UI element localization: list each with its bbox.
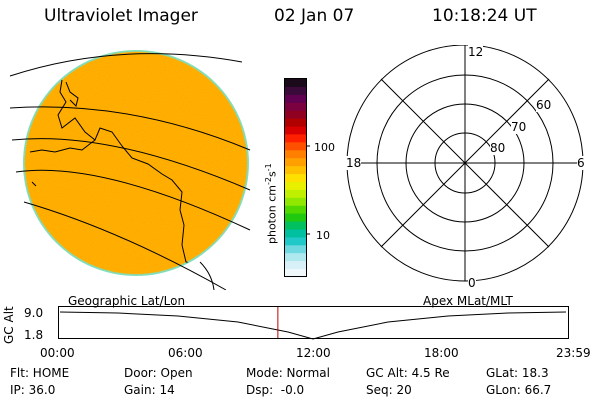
colorbar-band (285, 94, 306, 104)
colorbar-band (285, 174, 306, 183)
longitude-line (199, 261, 215, 290)
polar-diagonal-2 (380, 78, 550, 248)
info-glat: GLat: 18.3 (486, 366, 549, 380)
polar-plot (346, 45, 584, 282)
y-tick-9: 9.0 (24, 306, 44, 320)
info-gc-alt: GC Alt: 4.5 Re (366, 366, 450, 380)
latitude-line-3 (11, 138, 251, 191)
info-glon: GLon: 66.7 (486, 383, 552, 397)
colorbar-band (285, 213, 306, 223)
lat-label-80: 80 (490, 141, 506, 155)
aurora-texture (24, 51, 248, 275)
coastline-east (57, 79, 211, 275)
earth-image-panel (9, 50, 251, 290)
gc-alt-axis-label: GC Alt (2, 306, 16, 344)
colorbar (284, 78, 310, 278)
x-tick-1200: 12:00 (296, 346, 331, 360)
info-mode: Mode: Normal (246, 366, 330, 380)
coastline-inlet (65, 81, 79, 107)
colorbar-band (285, 102, 306, 112)
geographic-label: Geographic Lat/Lon (68, 294, 186, 308)
colorbar-unit-label: photon cm-2s-1 (264, 163, 279, 244)
lat-label-70: 70 (511, 120, 527, 134)
info-dsp: Dsp: -0.0 (246, 383, 305, 397)
y-tick-1-8: 1.8 (24, 328, 44, 342)
colorbar-band (285, 142, 306, 151)
x-tick-0600: 06:00 (168, 346, 203, 360)
info-flt: Flt: HOME (10, 366, 70, 380)
coastline-west (29, 139, 96, 153)
apex-label: Apex MLat/MLT (423, 294, 513, 308)
info-ip: IP: 36.0 (10, 383, 56, 397)
info-seq: Seq: 20 (366, 383, 412, 397)
colorbar-band (285, 229, 306, 238)
colorbar-band (285, 79, 306, 88)
colorbar-band (285, 237, 306, 246)
colorbar-band (285, 150, 306, 159)
colorbar-tick-100: 100 (314, 141, 335, 154)
colorbar-tick-10: 10 (316, 229, 330, 242)
colorbar-band (285, 253, 306, 262)
colorbar-band (285, 261, 306, 270)
timeline-frame (58, 306, 569, 339)
mlt-label-0: 0 (468, 276, 476, 290)
time-label: 10:18:24 UT (432, 6, 537, 26)
colorbar-band (285, 166, 306, 175)
island-mark (31, 181, 37, 187)
latitude-line-1 (9, 53, 243, 77)
latitude-line-5 (23, 201, 227, 290)
colorbar-band (285, 134, 306, 143)
colorbar-band (285, 245, 306, 254)
info-door: Door: Open (124, 366, 193, 380)
date-label: 02 Jan 07 (274, 6, 355, 26)
x-tick-2359: 23:59 (556, 346, 591, 360)
mlt-label-18: 18 (346, 156, 362, 170)
colorbar-band (285, 197, 306, 207)
x-tick-0000: 00:00 (40, 346, 75, 360)
latitude-line-2 (9, 106, 251, 151)
colorbar-band (285, 181, 306, 191)
mlt-label-12: 12 (468, 45, 484, 59)
colorbar-band (285, 189, 306, 199)
altitude-timeline (58, 306, 569, 340)
instrument-title: Ultraviolet Imager (44, 6, 198, 26)
lat-label-60: 60 (536, 98, 552, 112)
colorbar-band (285, 86, 306, 96)
colorbar-band (285, 205, 306, 215)
info-gain: Gain: 14 (124, 383, 175, 397)
altitude-trace (59, 311, 567, 340)
mlt-label-6: 6 (577, 156, 585, 170)
latitude-line-4 (15, 169, 251, 231)
x-tick-1800: 18:00 (424, 346, 459, 360)
colorbar-band (285, 110, 306, 120)
colorbar-band (285, 126, 306, 135)
colorbar-band (285, 118, 306, 128)
colorbar-band (285, 158, 306, 167)
colorbar-band (285, 269, 306, 278)
colorbar-band (285, 221, 306, 230)
